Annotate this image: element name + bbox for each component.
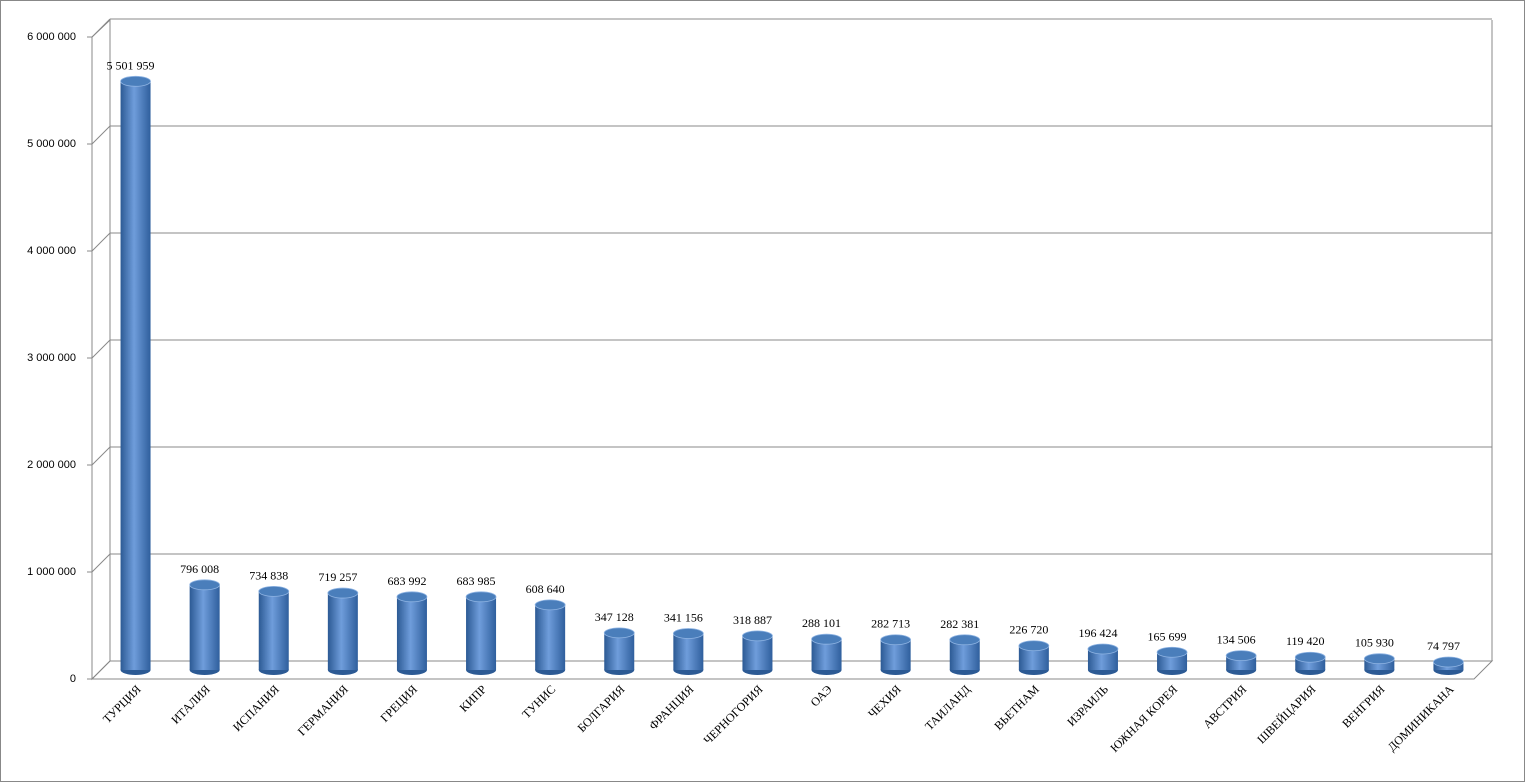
cylinder-body [604,632,635,670]
cylinder-top [1087,643,1119,655]
bar [327,587,359,675]
cylinder-body [120,81,151,670]
value-label: 74 797 [1427,639,1460,653]
value-label: 734 838 [249,568,288,582]
cylinder-top [1294,651,1326,663]
bar [949,634,981,675]
cylinder-top [1433,656,1464,668]
bar [742,630,773,675]
bar [880,634,912,675]
y-tick-label: 1 000 000 [27,566,76,578]
cylinder-top [120,75,151,87]
bar [1433,656,1464,675]
cylinder-body [466,596,497,670]
cylinder-top [327,587,359,599]
bar [1225,650,1257,675]
grid-line [91,446,111,466]
cylinder-body [189,584,220,670]
value-label: 134 506 [1217,633,1256,647]
cylinder-top [672,628,704,639]
cylinder-top [189,579,221,591]
cylinder-top [534,599,566,611]
grid-line [91,339,111,359]
cylinder-body [327,593,358,670]
cylinder-top [396,591,428,603]
bar [120,75,151,675]
value-label: 226 720 [1009,623,1048,637]
cylinder-top [949,634,981,646]
value-label: 196 424 [1078,626,1117,640]
bar [1156,646,1188,675]
cylinder-top [1018,640,1050,652]
value-label: 719 257 [318,570,357,584]
bar [189,579,221,675]
bar [534,599,566,675]
bar [1294,651,1326,675]
value-label: 608 640 [526,582,565,596]
value-label: 318 887 [733,613,772,627]
cylinder-top [811,633,842,645]
grid-line [91,18,111,38]
cylinder-body [1087,648,1118,670]
bar [258,585,290,675]
cylinder-top [603,627,635,639]
cylinder-top [258,585,290,597]
value-label: 683 985 [457,574,496,588]
bar [396,591,428,675]
value-label: 282 713 [871,617,910,631]
cylinder-top [1156,646,1188,658]
y-tick-label: 2 000 000 [27,459,76,471]
value-label: 288 101 [802,616,841,630]
grid-line [91,125,111,145]
value-label: 683 992 [387,574,426,588]
cylinder-top [1225,650,1257,662]
y-tick-label: 3 000 000 [27,352,76,364]
cylinder-body [535,604,566,670]
cylinder-body [742,635,773,670]
value-label: 347 128 [595,610,634,624]
grid-line [91,553,111,573]
y-tick-label: 0 [70,673,76,685]
bar [811,633,842,675]
bar [465,591,497,675]
value-label: 105 930 [1355,636,1394,650]
cylinder-top [880,634,912,646]
value-label: 5 501 959 [107,58,155,72]
cylinder-body [396,596,427,670]
cylinder-body [673,633,704,670]
bar [1363,653,1395,675]
grid-line [91,232,111,252]
value-label: 796 008 [180,562,219,576]
cylinder-body [1364,658,1395,670]
cylinder-top [1363,653,1395,665]
value-label: 165 699 [1148,629,1187,643]
y-tick-label: 6 000 000 [27,31,76,43]
y-tick-label: 5 000 000 [27,138,76,150]
value-label: 119 420 [1286,634,1325,648]
value-label: 341 156 [664,610,703,624]
cylinder-top [742,630,773,642]
cylinder-body [258,591,289,670]
cylinder-top [465,591,497,603]
y-tick-label: 4 000 000 [27,245,76,257]
bar [603,627,635,675]
bar [1087,643,1119,675]
value-label: 282 381 [940,617,979,631]
bar [1018,640,1050,675]
bar [672,628,704,675]
